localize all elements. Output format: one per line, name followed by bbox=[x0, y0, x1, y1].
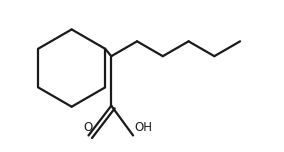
Text: O: O bbox=[84, 121, 93, 135]
Text: OH: OH bbox=[134, 121, 152, 135]
